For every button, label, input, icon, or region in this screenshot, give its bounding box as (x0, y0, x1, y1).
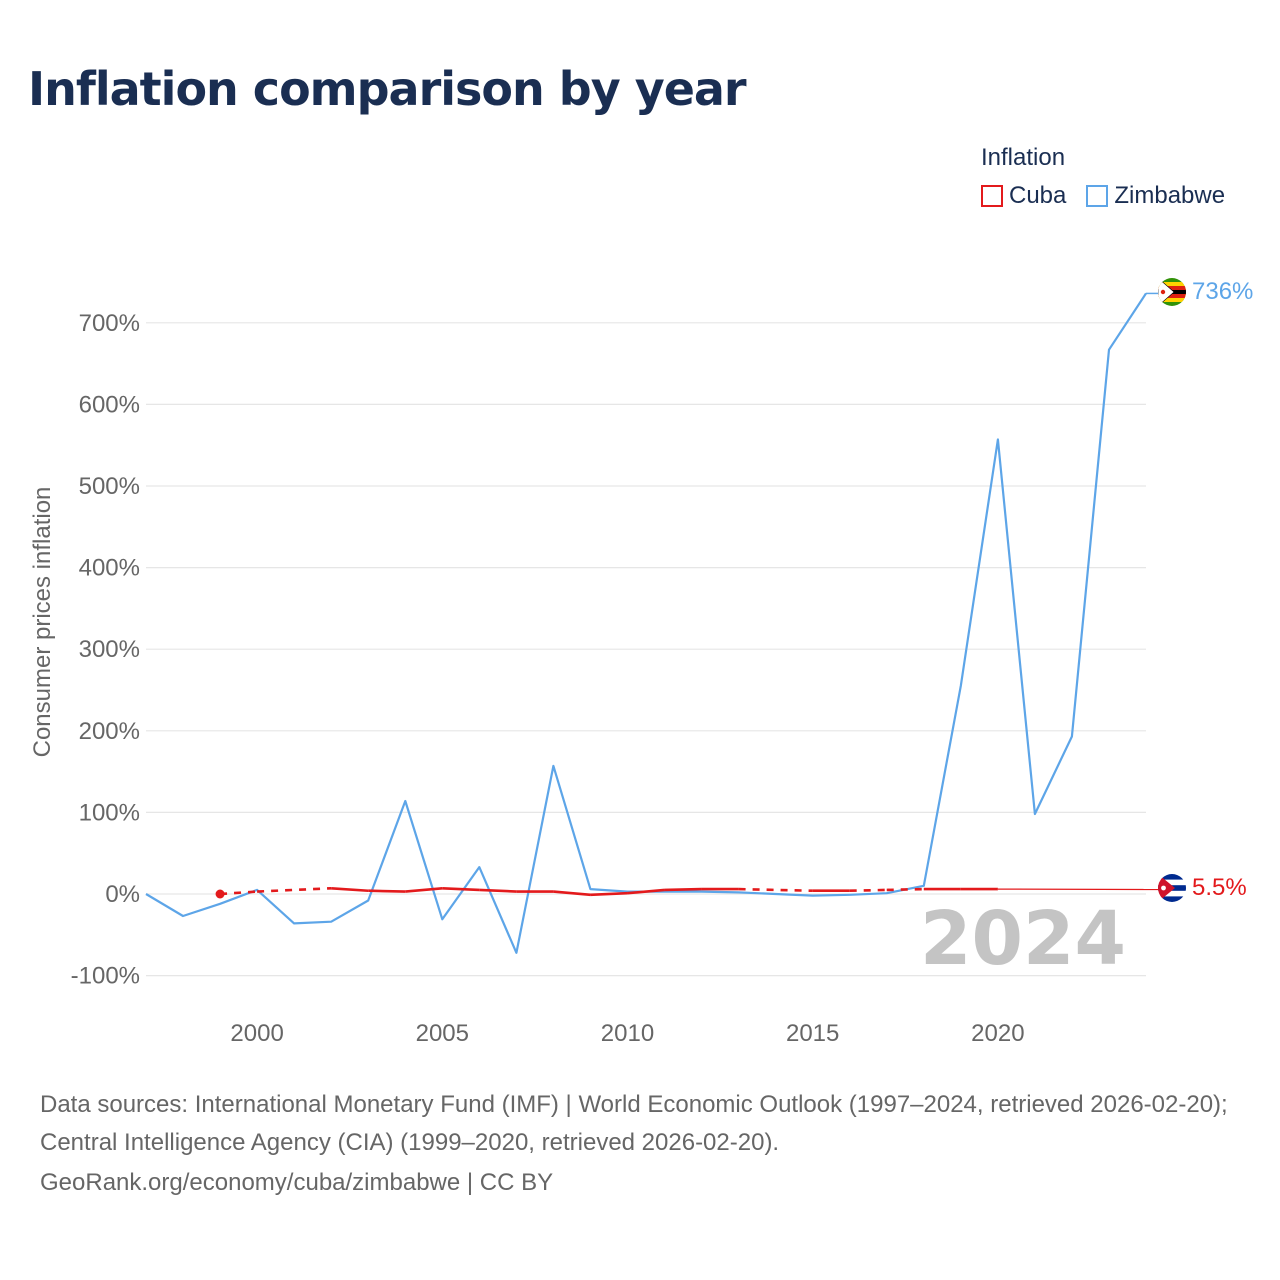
cuba-segment (886, 887, 924, 892)
x-axis-ticks: 2000 2005 2010 2015 2020 (230, 1020, 1024, 1047)
y-tick-label: -100% (71, 963, 140, 990)
cuba-segment (627, 888, 665, 895)
legend-label-zimbabwe: Zimbabwe (1114, 182, 1226, 209)
cuba-segment (553, 890, 591, 897)
legend: Inflation Cuba Zimbabwe (981, 144, 1225, 210)
cuba-segment (331, 886, 369, 893)
y-axis-ticks: -100% 0% 100% 200% 300% 400% 500% 600% 700% (71, 310, 140, 990)
y-tick-label: 600% (79, 391, 140, 418)
end-markers: 736% 5.5% (1158, 278, 1253, 902)
y-tick-label: 300% (79, 636, 140, 663)
x-tick-label: 2010 (601, 1020, 654, 1047)
year-watermark: 2024 (920, 896, 1126, 982)
y-tick-label: 400% (79, 555, 140, 582)
cuba-segment (442, 886, 480, 892)
series-zimbabwe (145, 292, 1158, 954)
y-tick-label: 500% (79, 473, 140, 500)
cuba-segment (590, 891, 628, 897)
legend-label-cuba: Cuba (1009, 182, 1067, 209)
zimbabwe-end-label: 736% (1192, 278, 1253, 305)
zimbabwe-line (145, 292, 1147, 954)
chart-title: Inflation comparison by year (28, 62, 747, 116)
legend-swatch-cuba (981, 185, 1003, 207)
x-tick-label: 2005 (416, 1020, 469, 1047)
cuba-flag-icon (1158, 874, 1186, 902)
cuba-start-point (215, 889, 225, 899)
y-tick-label: 100% (79, 799, 140, 826)
cuba-end-label: 5.5% (1192, 874, 1247, 901)
footer-link[interactable]: GeoRank.org/economy/cuba/zimbabwe | CC B… (40, 1169, 554, 1196)
y-axis-label: Consumer prices inflation (29, 487, 56, 758)
line-chart: -100% 0% 100% 200% 300% 400% 500% 600% 700% 2000… (29, 278, 1253, 1047)
y-tick-label: 700% (79, 310, 140, 337)
cuba-segment (405, 886, 443, 893)
zimbabwe-flag-icon (1158, 278, 1186, 306)
y-tick-label: 0% (105, 881, 140, 908)
series-cuba (215, 886, 1159, 899)
cuba-segment (368, 889, 406, 893)
legend-swatch-zimbabwe (1086, 185, 1109, 207)
cuba-segment (257, 886, 332, 893)
cuba-segment (479, 888, 517, 893)
cuba-segment (738, 887, 813, 893)
x-tick-label: 2000 (230, 1020, 283, 1047)
x-tick-label: 2015 (786, 1020, 839, 1047)
grid-lines (146, 322, 1146, 977)
cuba-segment (849, 888, 887, 893)
y-tick-label: 200% (79, 718, 140, 745)
legend-title: Inflation (981, 144, 1066, 171)
x-tick-label: 2020 (971, 1020, 1024, 1047)
legend-item-zimbabwe[interactable]: Zimbabwe (1086, 182, 1225, 210)
cuba-segment (664, 887, 702, 892)
legend-item-cuba[interactable]: Cuba (981, 182, 1066, 210)
source-note: Data sources: International Monetary Fun… (40, 1091, 1228, 1156)
cuba-segment (219, 890, 258, 896)
